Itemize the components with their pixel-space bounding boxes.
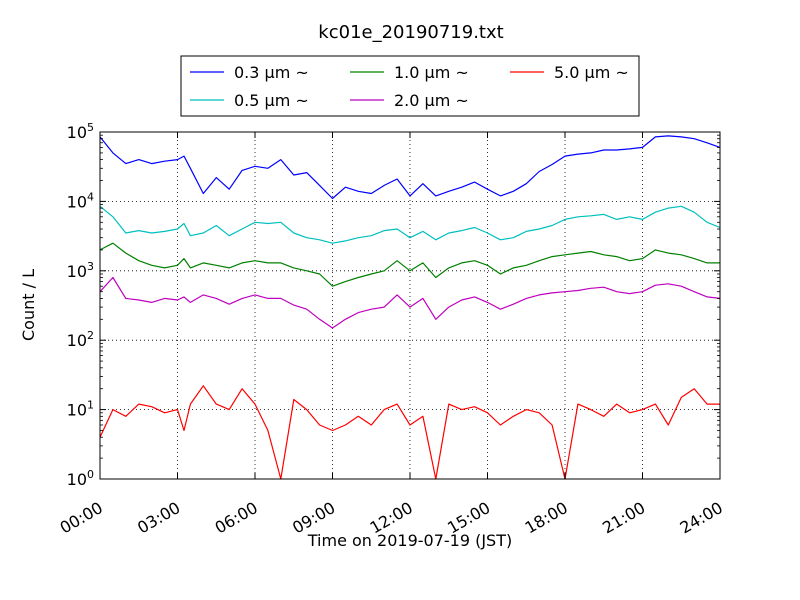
y-tick-labels: 100 101 102 103 104 105 xyxy=(67,121,94,489)
x-tick-label: 03:00 xyxy=(134,498,183,538)
y-tick-label: 102 xyxy=(67,329,94,350)
legend: 0.3 μm ~ 0.5 μm ~ 1.0 μm ~ 2.0 μm ~ 5.0 μm ~ xyxy=(180,55,640,117)
x-tick-label: 06:00 xyxy=(212,498,261,538)
y-tick-label: 103 xyxy=(67,260,94,281)
y-tick-label: 104 xyxy=(67,190,94,211)
legend-frame xyxy=(180,55,640,117)
series-line-4 xyxy=(99,385,720,480)
y-axis-label: Count / L xyxy=(19,269,38,341)
y-tick-label: 105 xyxy=(67,121,94,142)
series-line-0 xyxy=(99,135,721,200)
y-tick-label: 101 xyxy=(67,399,94,420)
series-lines xyxy=(99,135,721,480)
x-tick-label: 24:00 xyxy=(677,498,726,538)
chart-title: kc01e_20190719.txt xyxy=(318,22,503,43)
axis-ticks xyxy=(99,131,721,480)
y-tick-label: 100 xyxy=(67,468,94,489)
grid-lines xyxy=(100,132,720,479)
legend-label-0: 0.3 μm ~ xyxy=(234,63,309,82)
x-tick-label: 18:00 xyxy=(522,498,571,538)
legend-label-3: 2.0 μm ~ xyxy=(394,91,469,110)
legend-label-2: 1.0 μm ~ xyxy=(394,63,469,82)
x-tick-label: 00:00 xyxy=(57,498,106,538)
series-line-2 xyxy=(99,242,720,287)
series-line-3 xyxy=(99,276,721,329)
x-tick-label: 21:00 xyxy=(599,498,648,538)
series-line-1 xyxy=(99,205,721,244)
legend-label-4: 5.0 μm ~ xyxy=(554,63,629,82)
legend-label-1: 0.5 μm ~ xyxy=(234,91,309,110)
x-axis-label: Time on 2019-07-19 (JST) xyxy=(307,531,512,550)
